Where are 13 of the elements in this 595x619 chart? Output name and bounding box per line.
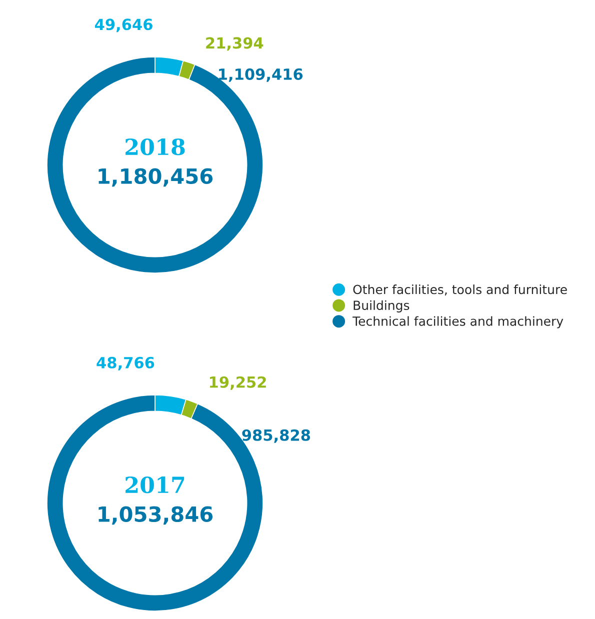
text: 1,053,846 bbox=[98, 506, 213, 525]
data-label: 48,766 bbox=[96, 356, 154, 370]
data-label: 1,109,416 bbox=[219, 68, 303, 82]
legend-label: Other facilities, tools and furniture bbox=[353, 284, 567, 296]
data-label: 21,394 bbox=[206, 37, 264, 51]
data-label: 19,252 bbox=[210, 376, 266, 390]
text: 2018 bbox=[126, 138, 185, 156]
legend-label: Technical facilities and machinery bbox=[352, 316, 564, 328]
text: 2017 bbox=[126, 476, 184, 494]
text: 1,180,456 bbox=[98, 168, 213, 187]
data-label: 49,646 bbox=[94, 18, 152, 32]
legend-label: Buildings bbox=[354, 300, 410, 312]
data-label: 985,828 bbox=[242, 429, 310, 443]
